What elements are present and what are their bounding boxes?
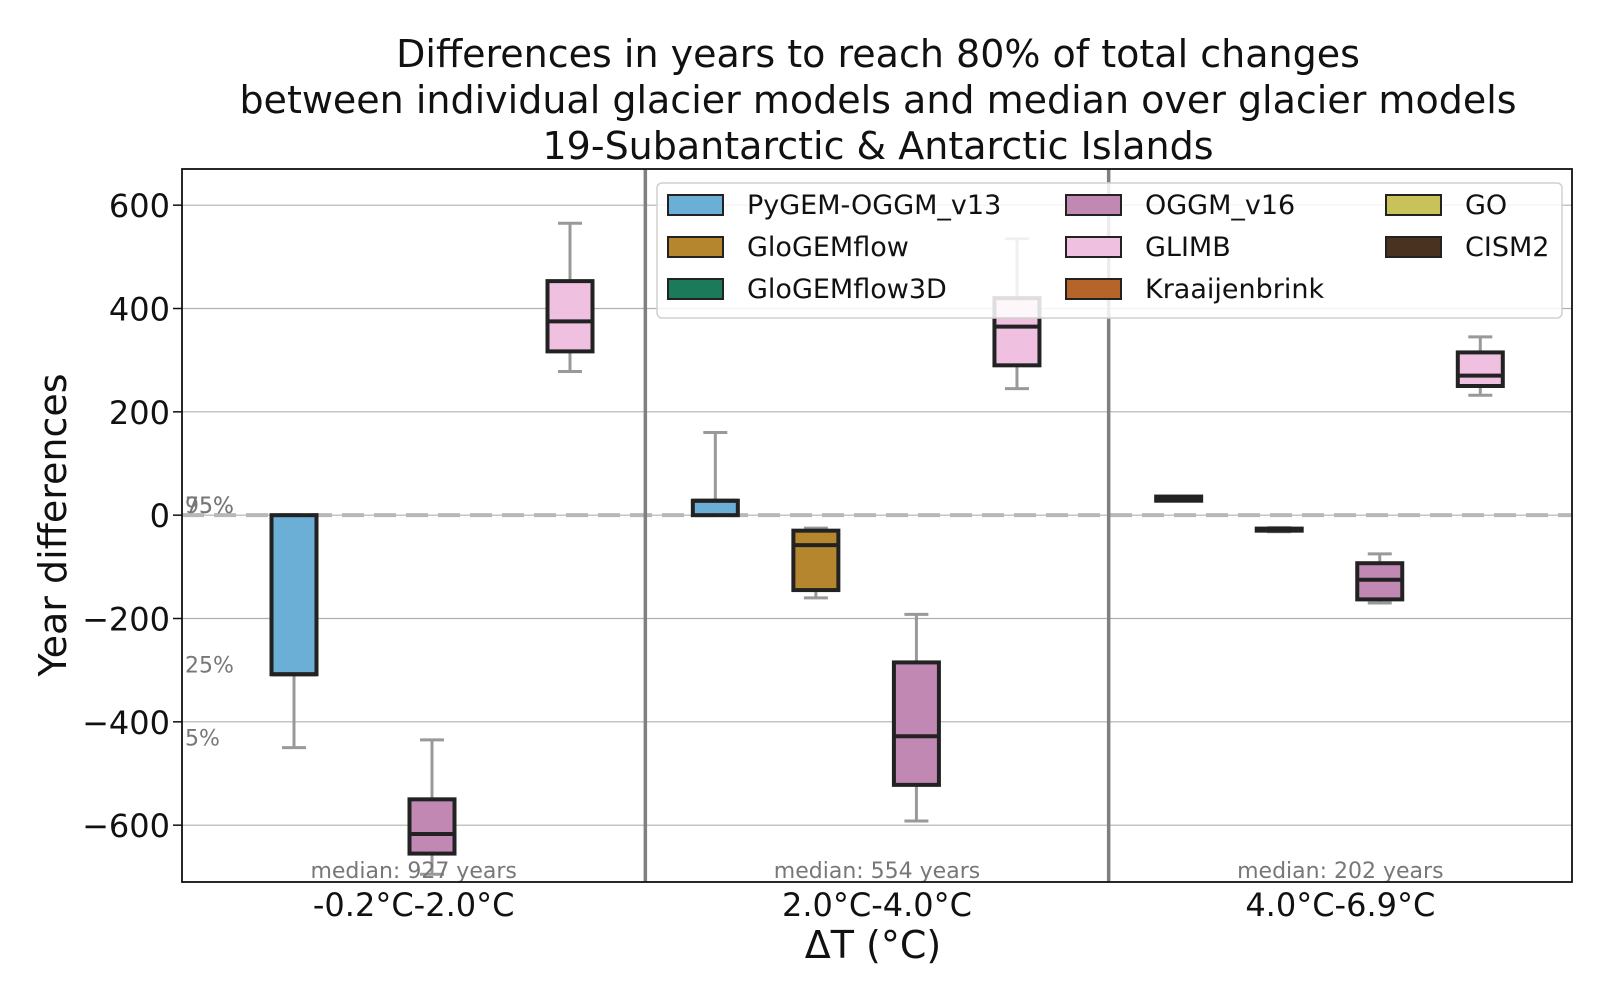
percentile-label-p25: 25%: [185, 653, 234, 678]
box-CISM2: [1154, 494, 1204, 503]
legend-label: GloGEMflow: [747, 232, 909, 263]
boxes: [269, 221, 1505, 876]
legend-label: GLIMB: [1145, 232, 1231, 263]
box-body: [269, 513, 319, 677]
legend-swatch: [1065, 278, 1122, 300]
box-body: [891, 660, 941, 787]
chart-title-line-3: 19-Subantarctic & Antarctic Islands: [543, 124, 1214, 168]
group-median-label: median: 554 years: [774, 859, 980, 884]
x-axis-label: ΔT (°C): [805, 923, 941, 967]
legend-label: OGGM_v16: [1145, 190, 1295, 221]
legend-swatch: [667, 194, 724, 216]
chart-title-line-2: between individual glacier models and me…: [239, 78, 1516, 122]
chart-title: Differences in years to reach 80% of tot…: [239, 32, 1516, 168]
box-OGGM_v16: [891, 612, 941, 823]
box-GloGEMflow: [791, 526, 841, 600]
percentile-label-p5: 5%: [185, 727, 220, 752]
y-tick-label: 200: [109, 394, 170, 432]
x-tick-label: 2.0°C-4.0°C: [782, 886, 972, 924]
y-tick-label: −200: [82, 601, 170, 639]
legend-swatch: [667, 278, 724, 300]
group-median-label: median: 202 years: [1237, 859, 1443, 884]
legend-swatch: [667, 236, 724, 258]
y-tick-label: 0: [150, 497, 170, 535]
box-GLIMB: [1455, 335, 1505, 397]
legend-swatch: [1065, 194, 1122, 216]
group-median-label: median: 927 years: [310, 859, 516, 884]
box-body: [407, 797, 457, 856]
legend-label: PyGEM-OGGM_v13: [747, 190, 1001, 221]
y-tick-label: 600: [109, 187, 170, 225]
legend-label: CISM2: [1465, 232, 1549, 263]
legend-swatch: [1385, 236, 1442, 258]
box-body: [1455, 350, 1505, 388]
y-tick-label: −600: [82, 807, 170, 845]
y-tick-label: −400: [82, 704, 170, 742]
legend-label: GO: [1465, 190, 1507, 221]
y-tick-label: 400: [109, 291, 170, 329]
box-GLIMB: [545, 221, 595, 374]
legend-label: Kraaijenbrink: [1145, 274, 1324, 305]
x-tick-label: 4.0°C-6.9°C: [1245, 886, 1435, 924]
legend-swatch: [1385, 194, 1442, 216]
legend-label: GloGEMflow3D: [747, 274, 947, 305]
box-body: [791, 528, 841, 593]
chart-title-line-1: Differences in years to reach 80% of tot…: [396, 32, 1360, 76]
box-body: [545, 279, 595, 354]
box-PyGEM-OGGM_v13: [690, 431, 740, 518]
legend-swatch: [1065, 236, 1122, 258]
x-axis: median: 927 years-0.2°C-2.0°C median: 554…: [185, 169, 1444, 924]
box-PyGEM-OGGM_v13: [269, 513, 319, 750]
box-CISM2: [1254, 526, 1304, 534]
percentile-label-p75: 75%: [185, 494, 234, 519]
y-axis: −600 −400 −200 0 200 400 600: [82, 187, 182, 845]
box-OGGM_v16: [407, 738, 457, 876]
box-body: [690, 498, 740, 518]
plot-frame: [181, 168, 1573, 883]
legend: PyGEM-OGGM_v13 GloGEMflow GloGEMflow3D OGGM…: [656, 182, 1563, 319]
percentile-label-p95: 95%: [185, 494, 234, 519]
plot-border: [181, 168, 1573, 883]
x-tick-label: -0.2°C-2.0°C: [313, 886, 515, 924]
box-OGGM_v16: [1355, 552, 1405, 605]
y-axis-label: Year differences: [31, 373, 75, 677]
